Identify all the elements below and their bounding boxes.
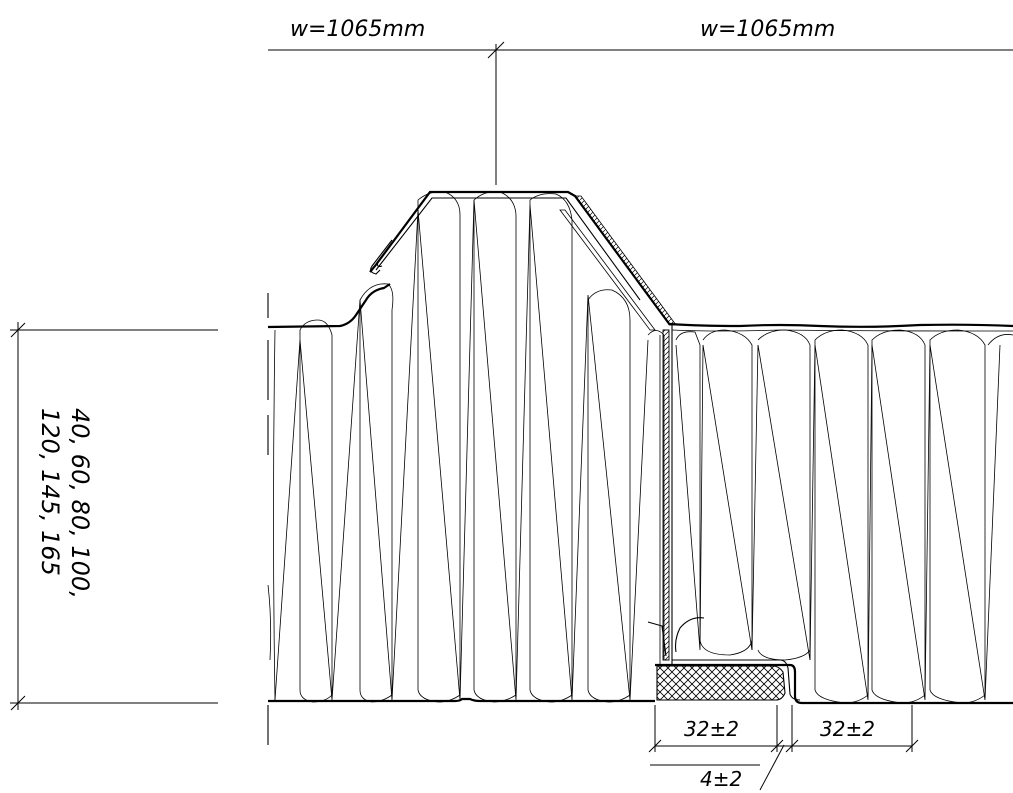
joint-wall xyxy=(659,325,673,665)
right-panel-top-skin xyxy=(669,322,1013,332)
thickness-dimension: 40, 60, 80, 100, 120, 145, 165 xyxy=(10,322,218,711)
seal-strip xyxy=(656,665,786,701)
width-label-right: w=1065mm xyxy=(700,17,835,42)
width-dimension: w=1065mm w=1065mm xyxy=(268,17,1013,185)
rib-flank-hatch xyxy=(559,195,677,331)
left-break-line xyxy=(267,293,272,745)
thickness-label-line2: 120, 145, 165 xyxy=(36,408,64,576)
bottom-skin xyxy=(268,659,1013,705)
left-panel-wool xyxy=(273,191,665,703)
joint-dimensions: 32±2 32±2 4±2 xyxy=(648,705,919,791)
joint-gap-right-label: 32±2 xyxy=(820,717,875,741)
width-label-left: w=1065mm xyxy=(290,17,425,42)
joint-clip xyxy=(647,617,705,657)
seal-gap-label: 4±2 xyxy=(700,767,742,791)
right-panel-wool xyxy=(675,329,1013,704)
left-panel-top-skin xyxy=(267,190,671,329)
thickness-label-line1: 40, 60, 80, 100, xyxy=(66,408,94,599)
joint-gap-left-label: 32±2 xyxy=(684,717,739,741)
